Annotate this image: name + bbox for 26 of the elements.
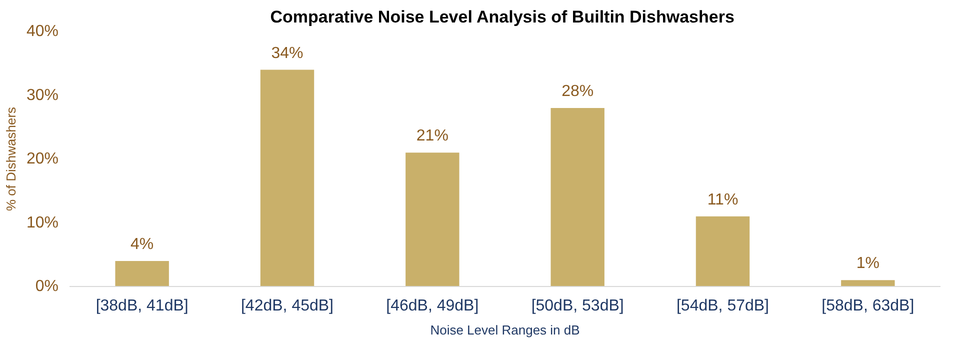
x-tick-label: [50dB, 53dB] <box>531 298 624 314</box>
data-label: 4% <box>130 236 154 253</box>
y-tick-label: 10% <box>26 214 59 232</box>
x-tick-label: [58dB, 63dB] <box>822 298 914 314</box>
data-label: 28% <box>562 83 594 100</box>
x-axis-title: Noise Level Ranges in dB <box>430 322 580 338</box>
data-label: 1% <box>856 255 880 272</box>
bar <box>696 216 750 286</box>
x-tick-label: [54dB, 57dB] <box>676 298 770 314</box>
x-tick-label: [42dB, 45dB] <box>240 298 334 314</box>
x-tick-label: [46dB, 49dB] <box>386 298 479 314</box>
bar <box>841 280 895 286</box>
bar <box>406 152 460 286</box>
data-label: 34% <box>271 44 304 62</box>
data-label: 11% <box>707 191 738 208</box>
y-tick-label: 20% <box>26 150 59 168</box>
bar <box>260 70 314 286</box>
data-label: 21% <box>416 128 448 145</box>
y-tick-label: 30% <box>26 86 59 104</box>
y-tick-label: 40% <box>26 23 59 40</box>
y-tick-label: 0% <box>35 278 58 295</box>
chart-title: Comparative Noise Level Analysis of Builtin Dishwashers <box>270 8 734 26</box>
y-axis-title: % of Dishwashers <box>3 106 18 212</box>
bar <box>115 261 169 286</box>
x-tick-label: [38dB, 41dB] <box>96 298 188 314</box>
bar <box>550 108 604 286</box>
